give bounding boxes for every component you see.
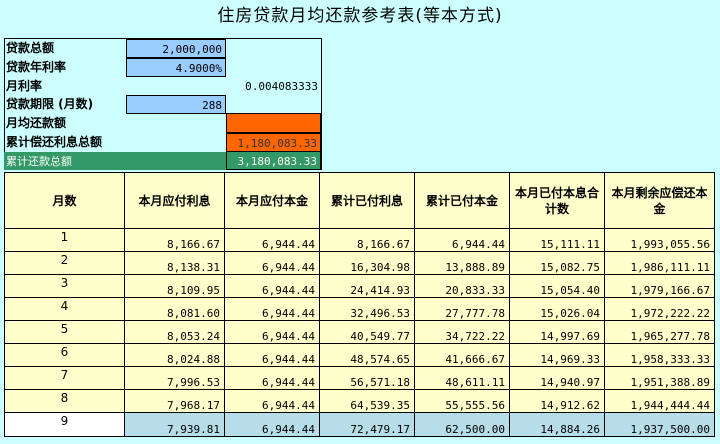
cell-month[interactable]: 7 bbox=[4, 366, 125, 390]
table-row: 4 8,081.60 6,944.44 32,496.53 27,777.78 15,02… bbox=[4, 297, 715, 321]
cell-cumulative-principal[interactable]: 27,777.78 bbox=[414, 297, 510, 321]
cell-cumulative-principal[interactable]: 6,944.44 bbox=[414, 228, 510, 252]
cell-month[interactable]: 5 bbox=[4, 320, 125, 344]
cell-cumulative-interest[interactable]: 56,571.18 bbox=[319, 366, 415, 390]
cell-cumulative-interest[interactable]: 40,549.77 bbox=[319, 320, 415, 344]
cell-cumulative-principal[interactable]: 20,833.33 bbox=[414, 274, 510, 298]
cell-monthly-interest[interactable]: 8,138.31 bbox=[124, 251, 225, 275]
header-monthly-principal[interactable]: 本月应付本金 bbox=[224, 172, 320, 229]
table-row: 2 8,138.31 6,944.44 16,304.98 13,888.89 15,08… bbox=[4, 251, 715, 275]
cell-monthly-principal[interactable]: 6,944.44 bbox=[224, 274, 320, 298]
header-month[interactable]: 月数 bbox=[4, 172, 125, 229]
cell-monthly-total[interactable]: 15,111.11 bbox=[509, 228, 605, 252]
cell-monthly-total[interactable]: 14,969.33 bbox=[509, 343, 605, 367]
cell-monthly-principal[interactable]: 6,944.44 bbox=[224, 412, 320, 437]
cell-cumulative-interest[interactable]: 24,414.93 bbox=[319, 274, 415, 298]
table-header-row: 月数 本月应付利息 本月应付本金 累计已付利息 累计已付本金 本月已付本息合计数… bbox=[4, 172, 715, 229]
cell-cumulative-principal[interactable]: 41,666.67 bbox=[414, 343, 510, 367]
cell-monthly-interest[interactable]: 7,968.17 bbox=[124, 389, 225, 413]
header-monthly-total[interactable]: 本月已付本息合计数 bbox=[509, 172, 605, 229]
cell-month[interactable]: 6 bbox=[4, 343, 125, 367]
cell-cumulative-interest[interactable]: 8,166.67 bbox=[319, 228, 415, 252]
cell-monthly-principal[interactable]: 6,944.44 bbox=[224, 228, 320, 252]
cell-cumulative-principal[interactable]: 13,888.89 bbox=[414, 251, 510, 275]
cell-cumulative-principal[interactable]: 55,555.56 bbox=[414, 389, 510, 413]
cell-cumulative-principal[interactable]: 62,500.00 bbox=[414, 412, 510, 437]
cell-cumulative-interest[interactable]: 72,479.17 bbox=[319, 412, 415, 437]
cell-remaining-principal[interactable]: 1,951,388.89 bbox=[604, 366, 715, 390]
total-repaid-value[interactable]: 3,180,083.33 bbox=[226, 151, 321, 170]
cell-monthly-total[interactable]: 15,082.75 bbox=[509, 251, 605, 275]
cell-remaining-principal[interactable]: 1,993,055.56 bbox=[604, 228, 715, 252]
annual-rate-label: 贷款年利率 bbox=[6, 60, 67, 74]
amortization-table: 月数 本月应付利息 本月应付本金 累计已付利息 累计已付本金 本月已付本息合计数… bbox=[4, 172, 715, 437]
cell-cumulative-principal[interactable]: 48,611.11 bbox=[414, 366, 510, 390]
cell-monthly-total[interactable]: 14,940.97 bbox=[509, 366, 605, 390]
cell-remaining-principal[interactable]: 1,944,444.44 bbox=[604, 389, 715, 413]
cell-monthly-principal[interactable]: 6,944.44 bbox=[224, 297, 320, 321]
total-interest-value[interactable]: 1,180,083.33 bbox=[226, 133, 321, 152]
table-row: 6 8,024.88 6,944.44 48,574.65 41,666.67 14,96… bbox=[4, 343, 715, 367]
cell-cumulative-interest[interactable]: 32,496.53 bbox=[319, 297, 415, 321]
table-row: 8 7,968.17 6,944.44 64,539.35 55,555.56 14,91… bbox=[4, 389, 715, 413]
cell-cumulative-principal[interactable]: 34,722.22 bbox=[414, 320, 510, 344]
annual-rate-input[interactable]: 4.9000% bbox=[126, 58, 226, 77]
cell-monthly-interest[interactable]: 7,939.81 bbox=[124, 412, 225, 437]
cell-monthly-total[interactable]: 15,026.04 bbox=[509, 297, 605, 321]
sheet-title: 住房贷款月均还款参考表(等本方式) bbox=[217, 6, 503, 26]
cell-monthly-total[interactable]: 14,884.26 bbox=[509, 412, 605, 437]
avg-payment-value[interactable] bbox=[226, 113, 321, 133]
cell-monthly-total[interactable]: 14,997.69 bbox=[509, 320, 605, 344]
cell-monthly-interest[interactable]: 8,053.24 bbox=[124, 320, 225, 344]
cell-monthly-total[interactable]: 14,912.62 bbox=[509, 389, 605, 413]
cell-month[interactable]: 8 bbox=[4, 389, 125, 413]
table-row: 3 8,109.95 6,944.44 24,414.93 20,833.33 15,05… bbox=[4, 274, 715, 298]
term-input[interactable]: 288 bbox=[126, 95, 226, 114]
total-repaid-label: 累计还款总额 bbox=[4, 152, 226, 170]
cell-month[interactable]: 1 bbox=[4, 228, 125, 252]
cell-monthly-interest[interactable]: 7,996.53 bbox=[124, 366, 225, 390]
term-label: 贷款期限 (月数) bbox=[6, 97, 94, 111]
loan-total-label: 贷款总额 bbox=[6, 41, 55, 55]
cell-remaining-principal[interactable]: 1,958,333.33 bbox=[604, 343, 715, 367]
total-interest-label: 累计偿还利息总额 bbox=[6, 135, 103, 149]
cell-remaining-principal[interactable]: 1,937,500.00 bbox=[604, 412, 715, 437]
monthly-rate-value[interactable]: 0.004083333 bbox=[245, 80, 318, 93]
header-monthly-interest[interactable]: 本月应付利息 bbox=[124, 172, 225, 229]
header-cumulative-interest[interactable]: 累计已付利息 bbox=[319, 172, 415, 229]
cell-cumulative-interest[interactable]: 16,304.98 bbox=[319, 251, 415, 275]
header-cumulative-principal[interactable]: 累计已付本金 bbox=[414, 172, 510, 229]
cell-monthly-interest[interactable]: 8,024.88 bbox=[124, 343, 225, 367]
cell-remaining-principal[interactable]: 1,965,277.78 bbox=[604, 320, 715, 344]
cell-remaining-principal[interactable]: 1,972,222.22 bbox=[604, 297, 715, 321]
cell-month[interactable]: 9 bbox=[4, 412, 125, 437]
cell-remaining-principal[interactable]: 1,979,166.67 bbox=[604, 274, 715, 298]
cell-cumulative-interest[interactable]: 48,574.65 bbox=[319, 343, 415, 367]
cell-monthly-principal[interactable]: 6,944.44 bbox=[224, 343, 320, 367]
cell-monthly-interest[interactable]: 8,166.67 bbox=[124, 228, 225, 252]
header-remaining-principal[interactable]: 本月剩余应偿还本金 bbox=[604, 172, 715, 229]
cell-monthly-principal[interactable]: 6,944.44 bbox=[224, 389, 320, 413]
avg-payment-label: 月均还款额 bbox=[6, 116, 67, 130]
table-row: 1 8,166.67 6,944.44 8,166.67 6,944.44 15,111.… bbox=[4, 228, 715, 252]
loan-total-input[interactable]: 2,000,000 bbox=[126, 39, 226, 58]
cell-cumulative-interest[interactable]: 64,539.35 bbox=[319, 389, 415, 413]
cell-monthly-principal[interactable]: 6,944.44 bbox=[224, 366, 320, 390]
cell-monthly-total[interactable]: 15,054.40 bbox=[509, 274, 605, 298]
cell-monthly-principal[interactable]: 6,944.44 bbox=[224, 320, 320, 344]
cell-month[interactable]: 4 bbox=[4, 297, 125, 321]
table-row: 9 7,939.81 6,944.44 72,479.17 62,500.00 14,88… bbox=[4, 412, 715, 437]
cell-monthly-principal[interactable]: 6,944.44 bbox=[224, 251, 320, 275]
monthly-rate-label: 月利率 bbox=[6, 79, 43, 93]
cell-monthly-interest[interactable]: 8,081.60 bbox=[124, 297, 225, 321]
cell-month[interactable]: 2 bbox=[4, 251, 125, 275]
cell-monthly-interest[interactable]: 8,109.95 bbox=[124, 274, 225, 298]
cell-remaining-principal[interactable]: 1,986,111.11 bbox=[604, 251, 715, 275]
table-row: 5 8,053.24 6,944.44 40,549.77 34,722.22 14,99… bbox=[4, 320, 715, 344]
table-row: 7 7,996.53 6,944.44 56,571.18 48,611.11 14,94… bbox=[4, 366, 715, 390]
cell-month[interactable]: 3 bbox=[4, 274, 125, 298]
